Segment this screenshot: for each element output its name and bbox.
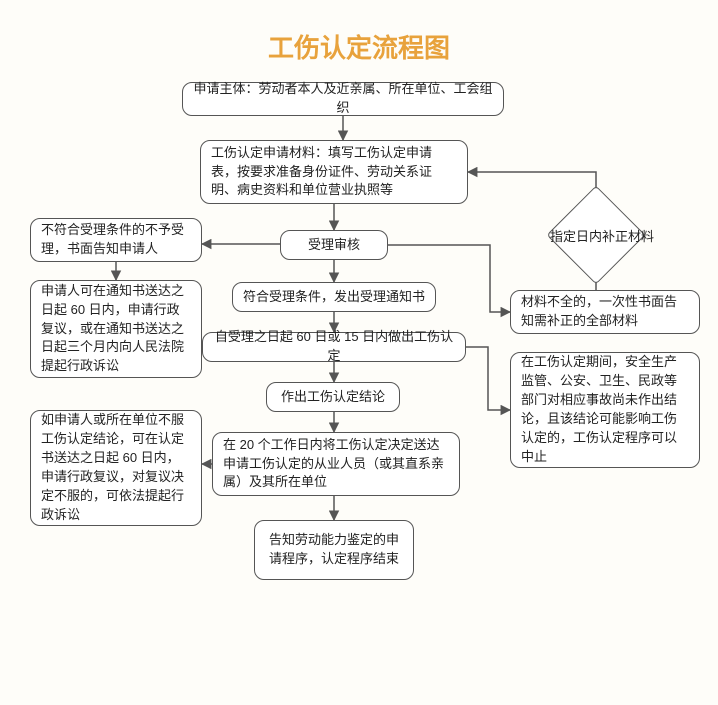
edge-nR1-n2: [468, 172, 596, 200]
chart-title: 工伤认定流程图: [0, 28, 718, 65]
node-n5: 自受理之日起 60 日或 15 日内做出工伤认定: [202, 332, 466, 362]
flowchart-canvas: 工伤认定流程图 申请主体：劳动者本人及近亲属、所在单位、工会组织工伤认定申请材料…: [0, 0, 718, 705]
node-n7: 在 20 个工作日内将工伤认定决定送达申请工伤认定的从业人员（或其直系亲属）及其…: [212, 432, 460, 496]
edge-n5-nR3: [466, 347, 510, 410]
node-n4: 符合受理条件，发出受理通知书: [232, 282, 436, 312]
node-n3: 受理审核: [280, 230, 388, 260]
node-nR1: 指定日内补正材料: [561, 200, 631, 270]
node-nL3: 如申请人或所在单位不服工伤认定结论，可在认定书送达之日起 60 日内，申请行政复…: [30, 410, 202, 526]
node-nL2: 申请人可在通知书送达之日起 60 日内，申请行政复议，或在通知书送达之日起三个月…: [30, 280, 202, 378]
node-nR2: 材料不全的，一次性书面告知需补正的全部材料: [510, 290, 700, 334]
node-nL1: 不符合受理条件的不予受理，书面告知申请人: [30, 218, 202, 262]
node-n1: 申请主体：劳动者本人及近亲属、所在单位、工会组织: [182, 82, 504, 116]
node-n8: 告知劳动能力鉴定的申请程序，认定程序结束: [254, 520, 414, 580]
node-n2: 工伤认定申请材料：填写工伤认定申请表，按要求准备身份证件、劳动关系证明、病史资料…: [200, 140, 468, 204]
node-nR1-label: 指定日内补正材料: [536, 200, 668, 270]
node-n6: 作出工伤认定结论: [266, 382, 400, 412]
node-nR3: 在工伤认定期间，安全生产监管、公安、卫生、民政等部门对相应事故尚未作出结论，且该…: [510, 352, 700, 468]
